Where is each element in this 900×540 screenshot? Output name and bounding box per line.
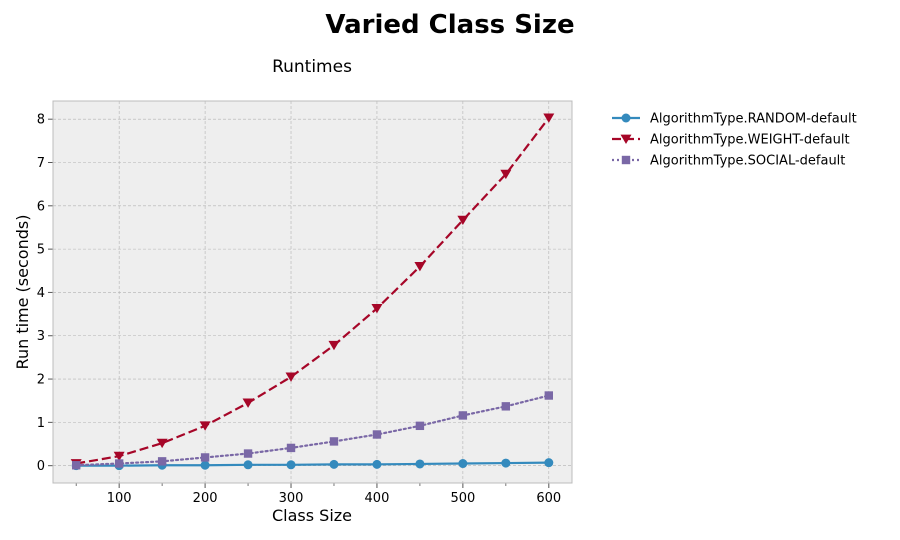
series-group bbox=[70, 113, 555, 471]
y-tick-label: 4 bbox=[37, 286, 45, 301]
data-point bbox=[329, 437, 339, 446]
data-point bbox=[415, 459, 425, 469]
data-point bbox=[286, 443, 296, 453]
data-point bbox=[372, 430, 382, 439]
y-tick-label: 0 bbox=[37, 459, 45, 474]
data-point bbox=[501, 458, 511, 468]
data-point bbox=[243, 460, 253, 470]
x-tick-label: 500 bbox=[450, 491, 475, 506]
data-point bbox=[544, 391, 553, 400]
data-point bbox=[457, 215, 469, 226]
data-point bbox=[500, 169, 512, 180]
x-tick-label: 300 bbox=[279, 491, 304, 506]
legend-label: AlgorithmType.RANDOM-default bbox=[650, 112, 857, 127]
data-point bbox=[372, 459, 382, 469]
chart-title: Runtimes bbox=[272, 57, 352, 77]
data-point bbox=[286, 460, 296, 470]
data-point bbox=[156, 438, 168, 449]
legend-marker bbox=[620, 134, 632, 144]
data-point bbox=[371, 304, 383, 314]
data-point bbox=[458, 459, 468, 469]
x-tick-label: 100 bbox=[107, 491, 132, 506]
y-tick-label: 6 bbox=[37, 199, 45, 214]
series-line bbox=[76, 117, 550, 465]
data-point bbox=[72, 461, 81, 470]
data-point bbox=[458, 411, 468, 420]
data-point bbox=[501, 402, 511, 411]
data-point bbox=[113, 451, 125, 462]
data-point bbox=[243, 449, 253, 458]
legend-label: AlgorithmType.WEIGHT-default bbox=[650, 133, 850, 148]
legend-item: AlgorithmType.SOCIAL-default bbox=[612, 154, 845, 169]
data-point bbox=[242, 398, 254, 408]
y-tick-label: 8 bbox=[37, 113, 45, 128]
data-point bbox=[329, 459, 339, 469]
legend-label: AlgorithmType.SOCIAL-default bbox=[650, 154, 845, 169]
x-axis-label: Class Size bbox=[272, 506, 352, 525]
data-point bbox=[328, 340, 340, 351]
data-point bbox=[200, 453, 210, 462]
data-point bbox=[200, 460, 210, 470]
data-point bbox=[544, 458, 554, 468]
x-tick-label: 200 bbox=[193, 491, 218, 506]
legend-marker bbox=[621, 155, 631, 165]
y-tick-label: 3 bbox=[37, 329, 45, 344]
x-tick-label: 400 bbox=[365, 491, 390, 506]
legend: AlgorithmType.RANDOM-default AlgorithmTyp… bbox=[612, 112, 857, 169]
y-tick-label: 2 bbox=[37, 373, 45, 388]
data-point bbox=[157, 457, 167, 466]
chart-suptitle: Varied Class Size bbox=[325, 10, 574, 40]
legend-marker bbox=[621, 113, 631, 123]
legend-item: AlgorithmType.RANDOM-default bbox=[612, 112, 857, 127]
axis-ticks: 100 200 300 400 500 600 0 1 2 3 4 5 6 7 8 bbox=[37, 113, 561, 506]
y-axis-label: Run time (seconds) bbox=[13, 215, 32, 370]
data-point bbox=[414, 262, 426, 272]
series-3 bbox=[72, 391, 553, 470]
series-line bbox=[76, 461, 549, 467]
plot-border bbox=[52, 100, 573, 484]
y-tick-label: 7 bbox=[37, 156, 45, 171]
x-tick-label: 600 bbox=[536, 491, 561, 506]
data-point bbox=[285, 372, 297, 382]
y-tick-label: 5 bbox=[37, 243, 45, 258]
series-line bbox=[75, 394, 550, 467]
data-point bbox=[199, 421, 211, 431]
legend-item: AlgorithmType.WEIGHT-default bbox=[612, 133, 850, 148]
y-tick-label: 1 bbox=[37, 416, 45, 431]
data-point bbox=[415, 421, 425, 431]
plot-area bbox=[53, 101, 572, 483]
data-point bbox=[543, 113, 555, 123]
data-point bbox=[114, 459, 124, 468]
